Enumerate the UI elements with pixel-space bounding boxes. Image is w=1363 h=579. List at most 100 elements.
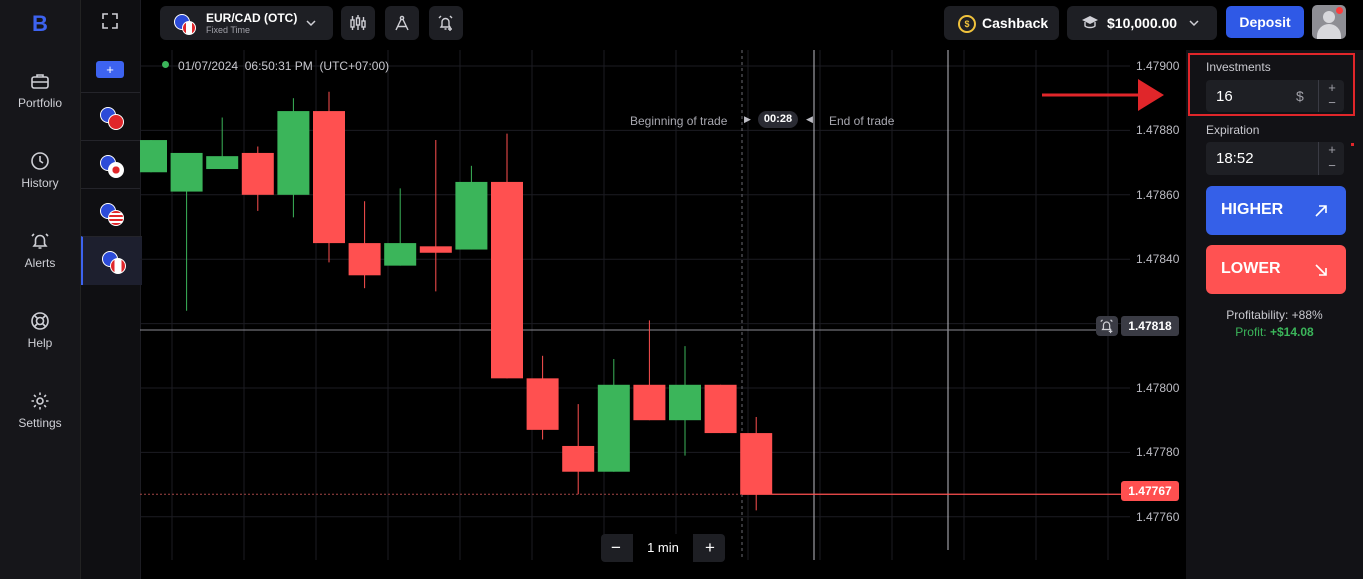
nav-history[interactable]: History bbox=[0, 150, 80, 210]
deposit-button[interactable]: Deposit bbox=[1226, 6, 1304, 38]
candle-body bbox=[491, 181, 523, 379]
price-tick: 1.47840 bbox=[1136, 252, 1180, 266]
price-chart[interactable]: 01/07/2024 06:50:31 PM (UTC+07:00) Begin… bbox=[140, 50, 1185, 579]
live-indicator-dot bbox=[162, 61, 169, 68]
candle-body bbox=[277, 111, 310, 195]
profit-value: +$14.08 bbox=[1269, 325, 1314, 339]
expiration-field: 18:52 + − bbox=[1206, 142, 1344, 175]
alarm-plus-icon bbox=[438, 15, 453, 31]
candle-body bbox=[669, 384, 701, 421]
candle-body bbox=[633, 384, 666, 421]
asset-selector[interactable]: EUR/CAD (OTC) Fixed Time bbox=[160, 6, 333, 40]
price-tick: 1.47900 bbox=[1136, 59, 1180, 73]
investments-label: Investments bbox=[1206, 60, 1271, 74]
drawing-tools-button[interactable] bbox=[385, 6, 419, 40]
asset-tab-eur-usd[interactable] bbox=[81, 188, 140, 237]
chart-type-button[interactable] bbox=[341, 6, 375, 40]
chevron-down-icon bbox=[306, 20, 316, 27]
nav-help[interactable]: Help bbox=[0, 310, 80, 370]
price-tick: 1.47760 bbox=[1136, 510, 1180, 524]
brand-logo: B bbox=[32, 11, 48, 36]
avatar-body bbox=[1317, 24, 1341, 39]
asset-tabs-column: + bbox=[80, 0, 142, 579]
chart-timestamp: 01/07/2024 06:50:31 PM (UTC+07:00) bbox=[178, 59, 390, 73]
divider bbox=[1318, 80, 1319, 112]
nav-alerts[interactable]: Alerts bbox=[0, 230, 80, 290]
gear-icon bbox=[31, 392, 49, 410]
price-tick: 1.47800 bbox=[1136, 381, 1180, 395]
canada-flag-icon bbox=[182, 21, 196, 35]
nav-portfolio[interactable]: Portfolio bbox=[0, 70, 80, 130]
candlestick-icon bbox=[350, 15, 366, 30]
fullscreen-icon[interactable] bbox=[101, 12, 119, 30]
triangle-left-icon: ◀ bbox=[806, 114, 813, 124]
price-tick: 1.47880 bbox=[1136, 123, 1180, 137]
investment-decrease-button[interactable]: − bbox=[1328, 95, 1336, 110]
add-asset-button[interactable]: + bbox=[96, 61, 124, 78]
higher-label: HIGHER bbox=[1221, 201, 1284, 218]
timeframe-value[interactable]: 1 min bbox=[633, 534, 693, 562]
profit-row: Profit: +$14.08 bbox=[1186, 325, 1363, 339]
candle-body bbox=[384, 243, 417, 266]
arrow-up-right-icon bbox=[1315, 205, 1327, 217]
cashback-label: Cashback bbox=[982, 15, 1049, 31]
triangle-right-icon: ▶ bbox=[744, 114, 751, 124]
candle-body bbox=[562, 445, 595, 472]
expiration-increase-button[interactable]: + bbox=[1328, 142, 1336, 157]
indicator-dot bbox=[1351, 143, 1354, 146]
higher-button[interactable]: HIGHER bbox=[1206, 186, 1346, 235]
asset-tab-eur-cad[interactable] bbox=[81, 236, 142, 285]
add-alert-button[interactable] bbox=[429, 6, 463, 40]
candle-body bbox=[206, 156, 239, 170]
lower-button[interactable]: LOWER bbox=[1206, 245, 1346, 294]
left-navigation: B Portfolio History Alerts Help Settings bbox=[0, 0, 80, 579]
asset-tab-eur-jpy[interactable] bbox=[81, 140, 140, 189]
annotation-arrow-icon bbox=[1042, 79, 1164, 111]
chart-canvas bbox=[140, 50, 1130, 560]
timeframe-control: − 1 min + bbox=[601, 534, 725, 562]
lower-label: LOWER bbox=[1221, 260, 1281, 277]
expiration-decrease-button[interactable]: − bbox=[1328, 158, 1336, 173]
price-tick: 1.47780 bbox=[1136, 445, 1180, 459]
cashback-button[interactable]: $ Cashback bbox=[944, 6, 1059, 40]
lifebuoy-icon bbox=[31, 312, 49, 330]
candle-body bbox=[140, 140, 167, 173]
price-tick: 1.47860 bbox=[1136, 188, 1180, 202]
trade-panel: Investments 16 $ + − Expiration 18:52 + … bbox=[1186, 50, 1363, 579]
end-of-trade-label: End of trade bbox=[829, 114, 895, 128]
profit-label: Profit: bbox=[1235, 325, 1267, 339]
asset-tab-eur-chf[interactable] bbox=[81, 92, 140, 141]
divider bbox=[1318, 142, 1319, 175]
price-alert-button[interactable] bbox=[1096, 316, 1118, 336]
briefcase-icon bbox=[31, 74, 49, 89]
candle-body bbox=[313, 111, 345, 244]
nav-settings-label: Settings bbox=[18, 416, 62, 430]
japan-flag-icon bbox=[108, 162, 124, 178]
avatar[interactable] bbox=[1312, 5, 1346, 39]
swiss-flag-icon bbox=[108, 114, 124, 130]
candle-body bbox=[170, 152, 203, 192]
cashback-icon: $ bbox=[958, 15, 976, 33]
expiration-value: 18:52 bbox=[1216, 150, 1254, 167]
candle-body bbox=[597, 384, 630, 472]
notification-dot bbox=[1336, 7, 1343, 14]
profitability-text: Profitability: +88% bbox=[1226, 308, 1323, 322]
account-balance: $10,000.00 bbox=[1107, 15, 1178, 31]
expiration-input[interactable]: 18:52 bbox=[1206, 142, 1318, 175]
pair-mode: Fixed Time bbox=[206, 25, 251, 35]
zoom-out-button[interactable]: − bbox=[611, 538, 621, 557]
currency-symbol: $ bbox=[1296, 88, 1304, 104]
nav-help-label: Help bbox=[27, 336, 53, 350]
investment-increase-button[interactable]: + bbox=[1328, 80, 1336, 95]
trade-timer: 00:28 bbox=[758, 111, 798, 128]
usa-flag-icon bbox=[108, 210, 124, 226]
account-balance-selector[interactable]: $10,000.00 bbox=[1067, 6, 1217, 40]
nav-settings[interactable]: Settings bbox=[0, 390, 80, 450]
highlight-box bbox=[1188, 53, 1355, 116]
candle-body bbox=[526, 378, 559, 430]
investment-value: 16 bbox=[1216, 88, 1233, 105]
investment-input[interactable]: 16 $ bbox=[1206, 80, 1318, 112]
expiration-label: Expiration bbox=[1206, 123, 1260, 137]
candle-body bbox=[348, 243, 381, 276]
zoom-in-button[interactable]: + bbox=[705, 538, 715, 557]
